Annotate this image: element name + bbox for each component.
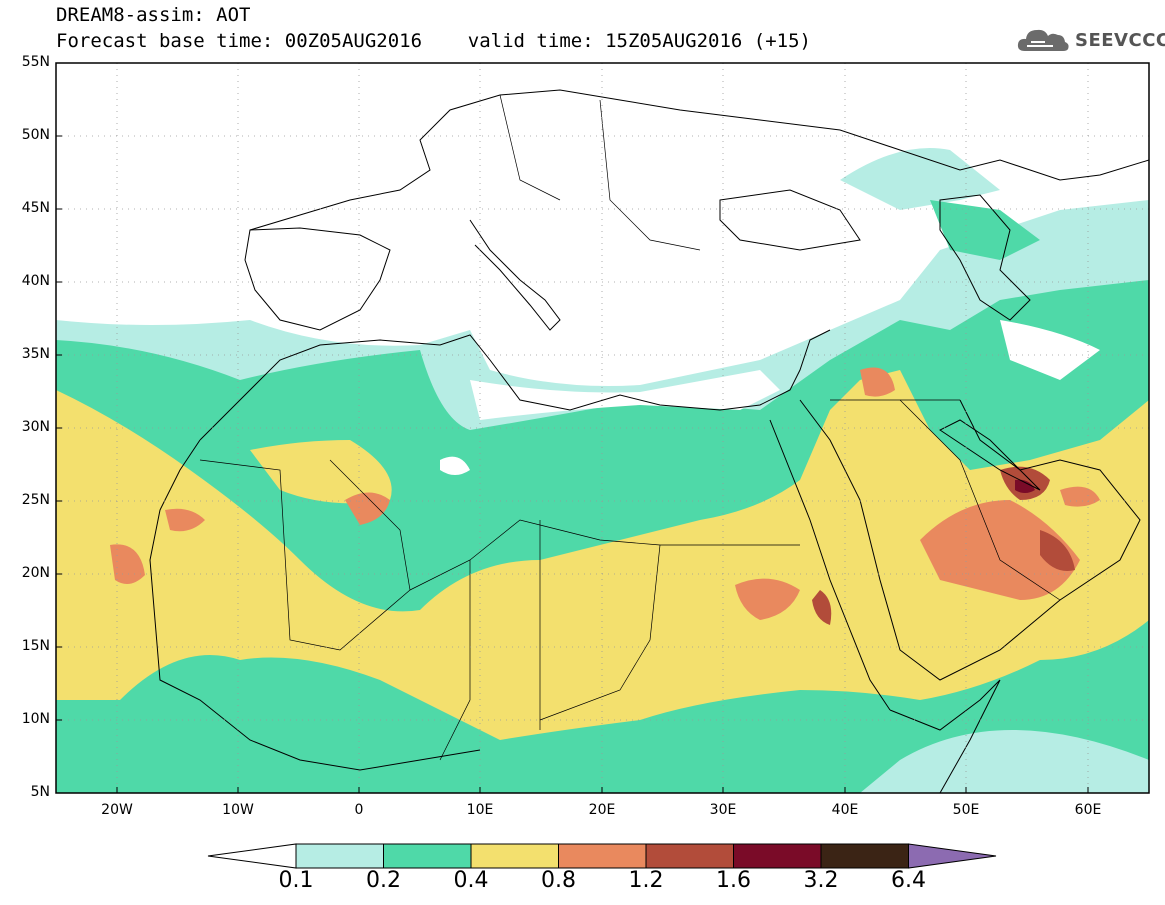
lon-label: 10W: [222, 802, 254, 818]
coastlines: [149, 89, 1149, 793]
colorbar-label: 1.6: [716, 868, 751, 893]
lat-label: 40N: [21, 273, 50, 289]
tick-marks: [56, 62, 1089, 794]
lat-label: 25N: [21, 492, 50, 508]
lon-label: 50E: [952, 802, 980, 818]
grid: [56, 63, 1149, 793]
forecast-time-info: Forecast base time: 00Z05AUG2016 valid t…: [56, 30, 811, 52]
red-sea-coastline: [769, 419, 891, 711]
horn-africa-coastline: [889, 679, 1001, 793]
lat-label: 55N: [21, 54, 50, 70]
lon-label: 40E: [831, 802, 859, 818]
colorbar-label: 3.2: [803, 868, 839, 893]
lat-label: 5N: [30, 784, 50, 800]
colorbar-label: 6.4: [891, 868, 926, 893]
aot-band-0.8: [110, 367, 1100, 620]
europe-coastline: [249, 89, 1149, 231]
west-africa-coastline: [149, 439, 481, 771]
lon-label: 30E: [709, 802, 737, 818]
colorbar-under-arrow: [207, 843, 297, 869]
colorbar-swatch-6: [820, 843, 909, 869]
colorbar-swatch-4: [645, 843, 734, 869]
aot-band-1.2: [812, 466, 1075, 625]
lat-label: 20N: [21, 565, 50, 581]
colorbar-over-arrow: [908, 843, 997, 869]
map-title: DREAM8-assim: AOT: [56, 4, 251, 26]
lat-label: 50N: [21, 127, 50, 143]
colorbar-label: 0.8: [541, 868, 576, 893]
colorbar-swatch-0: [295, 843, 384, 869]
colorbar-label: 1.2: [628, 868, 664, 893]
cloud-icon: [1017, 29, 1069, 51]
black-sea: [719, 189, 861, 251]
seevccc-logo: SEEVCCC: [1015, 20, 1165, 60]
lon-label: 10E: [466, 802, 494, 818]
colorbar-swatch-3: [558, 843, 647, 869]
caspian-sea: [939, 194, 1031, 321]
aot-band-1.6: [1015, 479, 1035, 493]
lat-label: 35N: [21, 346, 50, 362]
logo-text: SEEVCCC: [1075, 29, 1165, 51]
lat-label: 10N: [21, 711, 50, 727]
lat-label: 45N: [21, 200, 50, 216]
country-borders: [199, 94, 1061, 761]
iberia-coastline: [244, 227, 391, 331]
colorbar-swatch-1: [383, 843, 472, 869]
lat-label: 30N: [21, 419, 50, 435]
lon-label: 20W: [101, 802, 133, 818]
lon-label: 0: [354, 802, 364, 818]
italy-coastline: [469, 219, 561, 331]
persian-gulf: [939, 419, 1041, 491]
aot-clear-areas: [440, 320, 1100, 475]
lon-label: 60E: [1074, 802, 1102, 818]
colorbar-swatch-5: [733, 843, 822, 869]
lat-label: 15N: [21, 638, 50, 654]
colorbar: [207, 843, 997, 869]
lon-label: 20E: [588, 802, 616, 818]
colorbar-label: 0.4: [453, 868, 489, 893]
colorbar-label: 0.1: [278, 868, 314, 893]
north-africa-coastline: [199, 329, 831, 441]
colorbar-swatch-2: [470, 843, 559, 869]
colorbar-label: 0.2: [366, 868, 401, 893]
